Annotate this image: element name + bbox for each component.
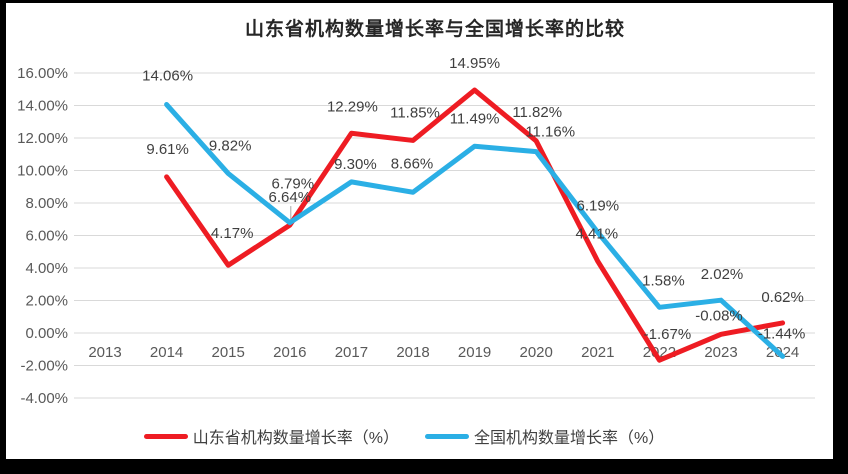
data-point-label: 12.29% bbox=[327, 98, 378, 115]
y-axis-tick-label: 4.00% bbox=[25, 260, 68, 277]
data-point-label: 6.79% bbox=[272, 176, 315, 193]
x-axis-tick-label: 2013 bbox=[88, 344, 121, 361]
chart-title: 山东省机构数量增长率与全国增长率的比较 bbox=[244, 19, 625, 40]
legend-label-shandong: 山东省机构数量增长率（%） bbox=[192, 430, 399, 447]
x-axis-tick-label: 2016 bbox=[273, 344, 306, 361]
x-axis-tick-label: 2020 bbox=[520, 344, 553, 361]
data-point-label: 1.58% bbox=[642, 272, 685, 289]
y-axis-tick-label: 8.00% bbox=[25, 195, 68, 212]
y-axis-tick-label: 10.00% bbox=[17, 163, 68, 180]
x-axis-tick-label: 2021 bbox=[581, 344, 614, 361]
data-point-label: 9.30% bbox=[334, 156, 377, 173]
legend-label-national: 全国机构数量增长率（%） bbox=[474, 430, 665, 447]
data-point-label: 4.17% bbox=[211, 225, 254, 242]
data-point-label: 14.95% bbox=[449, 55, 500, 72]
data-point-label: 11.49% bbox=[450, 110, 500, 127]
data-point-label: 0.62% bbox=[761, 289, 804, 306]
x-axis-tick-label: 2018 bbox=[396, 344, 429, 361]
data-point-label: 8.66% bbox=[391, 155, 434, 172]
data-point-label: 11.85% bbox=[390, 104, 440, 121]
legend-line-swatch-shandong bbox=[143, 433, 188, 439]
x-axis-tick-label: 2015 bbox=[212, 344, 245, 361]
data-point-label: 2.02% bbox=[701, 266, 744, 283]
y-axis-tick-label: -4.00% bbox=[20, 390, 68, 407]
x-axis-tick-label: 2014 bbox=[150, 344, 183, 361]
data-point-label: 9.61% bbox=[146, 141, 189, 158]
legend-item-national: 全国机构数量增长率（%） bbox=[425, 424, 664, 448]
data-point-label: 6.19% bbox=[577, 197, 620, 214]
data-point-label: 9.82% bbox=[209, 137, 252, 154]
data-point-label: -1.67% bbox=[644, 326, 692, 343]
x-axis-tick-label: 2017 bbox=[335, 344, 368, 361]
data-point-label: 14.06% bbox=[142, 68, 193, 85]
series-line-national bbox=[164, 102, 786, 359]
chart-plot-background bbox=[6, 3, 833, 459]
y-axis-tick-label: 14.00% bbox=[17, 98, 68, 115]
data-point-label: 11.82% bbox=[512, 104, 562, 121]
data-point-label: 4.41% bbox=[576, 225, 619, 242]
data-point-label: 6.64% bbox=[269, 189, 312, 206]
chart-legend: 山东省机构数量增长率（%） 全国机构数量增长率（%） bbox=[0, 424, 828, 448]
data-point-label: 11.16% bbox=[525, 124, 575, 141]
x-axis-tick-label: 2023 bbox=[704, 344, 737, 361]
y-axis-tick-label: 2.00% bbox=[25, 293, 68, 310]
y-axis-tick-label: 12.00% bbox=[17, 130, 68, 147]
legend-line-swatch-national bbox=[425, 433, 469, 439]
x-axis-tick-label: 2019 bbox=[458, 344, 491, 361]
y-axis-tick-label: 16.00% bbox=[17, 65, 68, 82]
y-axis-tick-label: 0.00% bbox=[25, 325, 68, 342]
data-point-label: -1.44% bbox=[758, 325, 806, 342]
data-point-label: -0.08% bbox=[695, 307, 743, 324]
legend-item-shandong: 山东省机构数量增长率（%） bbox=[143, 424, 399, 448]
y-axis-tick-label: 6.00% bbox=[25, 228, 68, 245]
y-axis-tick-label: -2.00% bbox=[20, 358, 68, 375]
series-line-shandong bbox=[164, 87, 786, 363]
